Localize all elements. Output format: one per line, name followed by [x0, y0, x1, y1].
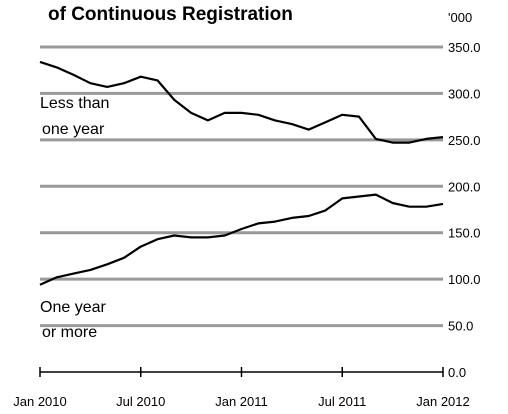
y-tick-label: 50.0 [448, 319, 473, 334]
y-tick-label: 350.0 [448, 40, 481, 55]
y-tick-label: 250.0 [448, 133, 481, 148]
series-label-line: one year [42, 121, 105, 138]
y-axis-ticks: 0.0 50.0 100.0 150.0 200.0 250.0 300.0 350.0 [448, 40, 481, 380]
y-tick-label: 100.0 [448, 272, 481, 287]
x-tick-label: Jul 2010 [116, 394, 165, 409]
series-line-1 [39, 60, 444, 144]
series-label-line: One year [40, 299, 106, 316]
unit-label: '000 [448, 10, 472, 25]
x-tick-label: Jan 2010 [13, 394, 67, 409]
y-tick-label: 150.0 [448, 226, 481, 241]
series-label-line: or more [42, 324, 97, 341]
x-tick-label: Jan 2011 [215, 394, 268, 409]
gridlines [40, 45, 443, 328]
x-tick-label: Jan 2012 [416, 394, 470, 409]
series-lines [39, 60, 444, 286]
chart-title: of Continuous Registration [48, 4, 293, 25]
y-tick-label: 300.0 [448, 86, 481, 101]
series-annotations: Less than one year One year or more [40, 95, 109, 341]
series-line-2 [39, 193, 444, 286]
x-tick-label: Jul 2011 [318, 394, 366, 409]
series-label-line: Less than [40, 95, 109, 112]
y-tick-label: 200.0 [448, 179, 481, 194]
y-tick-label: 0.0 [448, 365, 466, 380]
x-axis: Jan 2010 Jul 2010 Jan 2011 Jul 2011 Jan 2012 [13, 367, 470, 409]
